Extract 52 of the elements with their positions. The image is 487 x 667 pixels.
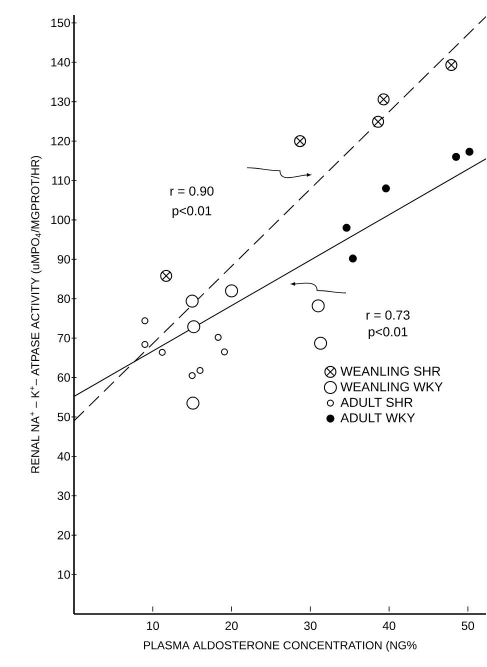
x-tick-label: 10 [147,622,160,630]
y-tick-label: 130 [51,97,70,106]
y-tick-label: 70 [58,334,70,342]
x-axis-title: PLASMA ALDOSTERONE CONCENTRATION (NG% [144,640,417,652]
y-tick-label: 60 [58,373,70,382]
annotation: r = 0.73 [366,310,410,320]
y-tick-label: 80 [58,294,70,303]
point [312,299,325,312]
legend-label: ADULT SHR [340,398,413,407]
point [314,336,328,350]
annotation: p<0.01 [172,206,212,218]
point [141,340,148,348]
point [378,93,390,106]
point [445,59,458,72]
y-tick-label: 120 [51,136,70,146]
point [294,135,306,148]
point [214,334,222,341]
annotation: r = 0.90 [170,186,214,196]
y-tick-label: 140 [51,58,70,67]
legend-label: ADULT WKY [340,413,416,422]
y-tick-label: 10 [58,570,70,579]
legend-label: WEANLING SHR [340,366,440,376]
point [160,270,172,282]
point [221,348,228,356]
point [372,116,384,128]
x-tick-label: 30 [304,622,317,630]
legend-label: WEANLING WKY [340,382,443,392]
point [188,372,196,380]
point [452,152,460,161]
x-tick-label: 40 [382,622,396,630]
point [187,320,200,334]
y-tick-label: 50 [58,412,70,422]
x-tick-label: 20 [226,622,238,630]
annotation: p<0.01 [368,327,408,339]
point [342,224,351,232]
y-tick-label: 100 [51,216,70,224]
point [186,294,199,308]
y-tick-label: 110 [52,176,70,185]
point [348,254,357,263]
y-tick-label: 20 [58,530,70,540]
y-tick-label: 90 [58,255,70,264]
y-tick-label: 40 [57,452,70,461]
point [196,366,204,374]
y-tick-label: 30 [58,492,70,500]
point [141,317,148,324]
y-tick-label: 150 [51,18,70,28]
point [186,396,200,410]
point [225,284,238,298]
point [382,184,390,192]
y-axis-title: RENAL NA$^{+}$ – K$^{+}$– ATPASE ACTIVITY (uMPO$_{4}$/MGPROT/HR) [30,156,42,473]
point [158,348,166,356]
x-tick-label: 50 [462,622,474,630]
